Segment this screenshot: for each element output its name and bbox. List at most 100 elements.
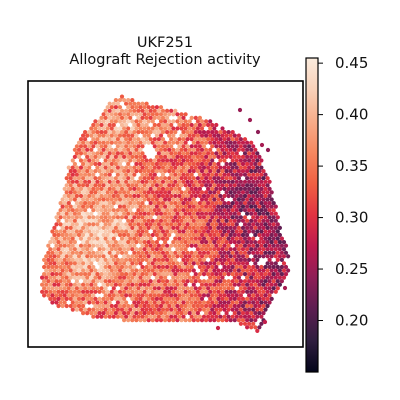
spot xyxy=(140,215,145,220)
spot xyxy=(208,247,213,252)
spot xyxy=(140,236,145,241)
spot xyxy=(156,250,161,255)
spot xyxy=(173,314,178,319)
colorbar-tick-label: 0.40 xyxy=(335,106,368,124)
spot xyxy=(89,176,94,181)
spot xyxy=(136,144,141,149)
spot xyxy=(238,186,243,191)
spot xyxy=(105,232,110,238)
spot xyxy=(169,279,174,284)
spot xyxy=(83,257,88,262)
spot xyxy=(134,240,139,245)
spot xyxy=(126,183,131,188)
spot xyxy=(222,293,227,298)
spot xyxy=(111,186,116,191)
spot xyxy=(191,232,196,238)
spot xyxy=(208,275,213,280)
spot xyxy=(134,254,139,259)
spot xyxy=(113,133,118,138)
spot xyxy=(103,186,108,191)
spot xyxy=(117,204,123,209)
spot xyxy=(171,176,176,181)
spot xyxy=(109,311,114,316)
spot xyxy=(212,254,217,259)
spot xyxy=(236,133,241,138)
spot xyxy=(150,318,155,323)
spot xyxy=(72,232,77,238)
spot xyxy=(259,307,264,312)
spot xyxy=(95,286,100,291)
spot xyxy=(46,286,51,291)
spot xyxy=(171,268,176,273)
spot xyxy=(144,165,149,170)
spot xyxy=(185,272,190,277)
spot xyxy=(251,321,256,326)
spot xyxy=(68,169,73,174)
spot xyxy=(265,289,270,294)
spot xyxy=(146,303,151,309)
spot xyxy=(273,204,278,209)
spot xyxy=(52,275,57,280)
spot xyxy=(189,250,194,255)
spot xyxy=(66,243,71,248)
spot xyxy=(122,140,127,145)
spot xyxy=(154,303,159,309)
spot xyxy=(242,222,248,227)
spot xyxy=(105,112,110,117)
spot xyxy=(286,268,291,273)
spot xyxy=(259,222,264,227)
spot xyxy=(179,119,184,124)
spot xyxy=(74,208,79,213)
spot xyxy=(70,193,75,199)
spot xyxy=(261,169,266,174)
spot xyxy=(60,268,65,273)
spot xyxy=(124,158,129,163)
spot xyxy=(173,279,178,284)
spot xyxy=(144,215,149,220)
spot xyxy=(171,154,176,159)
spot xyxy=(138,140,143,145)
spot xyxy=(101,161,106,167)
spot xyxy=(222,144,227,149)
spot xyxy=(251,286,256,291)
spot xyxy=(249,240,254,245)
spot xyxy=(265,275,270,280)
spot xyxy=(267,215,272,220)
spot xyxy=(91,186,96,191)
spot xyxy=(193,250,198,255)
spot xyxy=(87,272,92,277)
spot xyxy=(54,257,59,262)
spot xyxy=(93,140,98,145)
spot xyxy=(191,147,196,152)
spot xyxy=(103,115,108,120)
spot xyxy=(81,204,86,209)
spot xyxy=(95,165,100,170)
spot xyxy=(277,282,282,287)
spot xyxy=(251,243,256,248)
spot xyxy=(148,243,153,248)
spot xyxy=(113,268,118,273)
spot xyxy=(156,193,161,199)
spot xyxy=(257,154,262,159)
spot xyxy=(101,140,106,145)
spot xyxy=(78,144,84,149)
spot xyxy=(124,115,129,120)
spot xyxy=(195,169,200,174)
spot xyxy=(91,307,96,312)
spot xyxy=(126,240,131,245)
spot xyxy=(267,236,272,241)
spot xyxy=(212,268,217,273)
spot xyxy=(197,236,202,241)
spot xyxy=(230,165,235,170)
spot xyxy=(230,201,235,206)
colorbar-tick-label: 0.20 xyxy=(335,312,368,330)
spot xyxy=(44,282,49,287)
spot xyxy=(107,307,112,312)
spot xyxy=(115,158,120,163)
spot xyxy=(62,257,67,262)
spot xyxy=(62,215,67,220)
spot xyxy=(126,133,131,138)
spot xyxy=(224,169,229,174)
spot xyxy=(136,208,141,213)
spot xyxy=(169,158,174,163)
